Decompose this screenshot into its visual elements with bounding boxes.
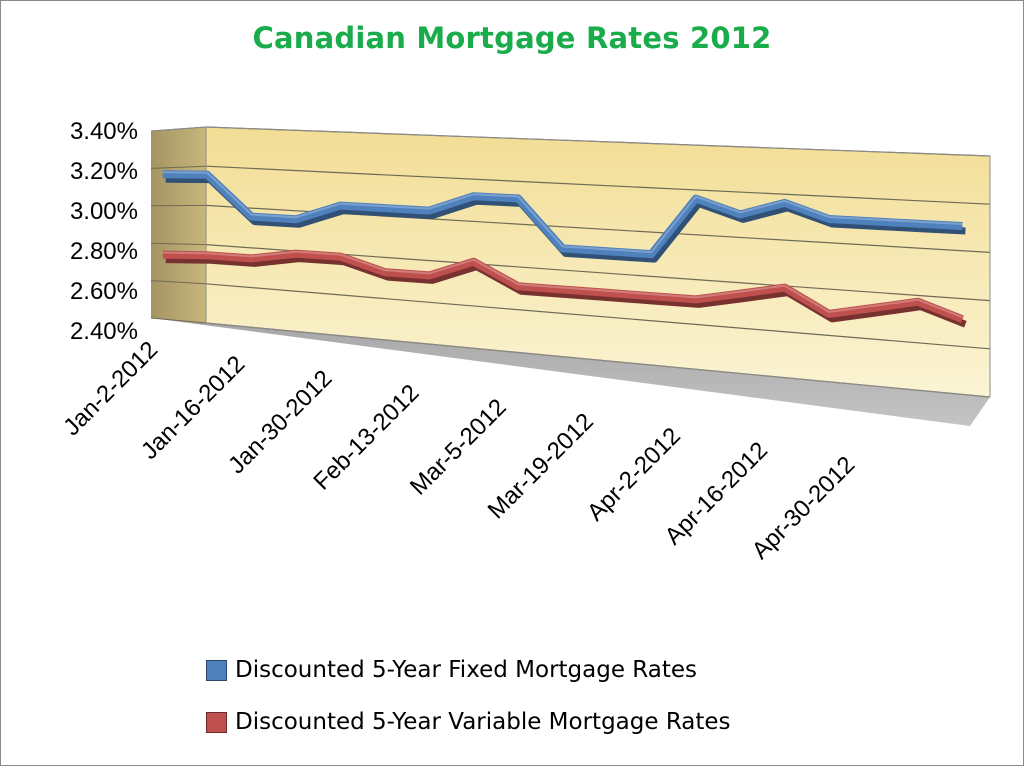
legend-swatch-fixed [206,660,227,681]
x-tick-label: Jan-30-2012 [223,365,337,479]
legend: Discounted 5-Year Fixed Mortgage Rates D… [206,657,731,761]
legend-swatch-variable [206,712,227,733]
chart-side-wall [151,127,206,323]
y-tick-label: 2.60% [70,278,138,305]
legend-item-fixed: Discounted 5-Year Fixed Mortgage Rates [206,657,731,683]
legend-label-fixed: Discounted 5-Year Fixed Mortgage Rates [235,657,697,683]
x-tick-label: Apr-16-2012 [660,437,773,550]
legend-item-variable: Discounted 5-Year Variable Mortgage Rate… [206,709,731,735]
y-tick-label: 3.00% [70,198,138,225]
y-tick-label: 3.40% [70,118,138,145]
legend-label-variable: Discounted 5-Year Variable Mortgage Rate… [235,709,731,735]
x-tick-label: Mar-5-2012 [405,394,512,501]
x-tick-label: Jan-16-2012 [136,351,250,465]
y-tick-label: 2.80% [70,238,138,265]
x-tick-label: Apr-2-2012 [582,422,686,526]
x-tick-label: Jan-2-2012 [58,336,163,441]
x-tick-label: Apr-30-2012 [747,451,860,564]
y-tick-label: 2.40% [70,318,138,345]
y-tick-label: 3.20% [70,158,138,185]
